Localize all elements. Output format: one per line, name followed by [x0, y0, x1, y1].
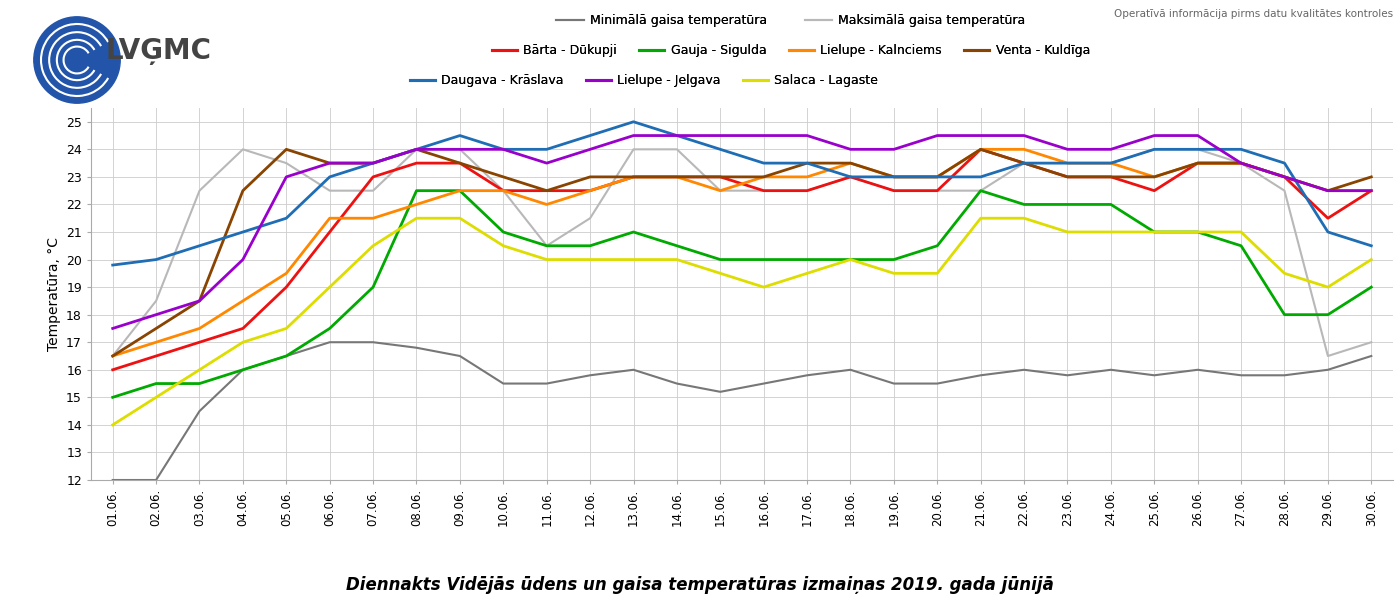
Legend: Daugava - Krāslava, Lielupe - Jelgava, Salaca - Lagaste: Daugava - Krāslava, Lielupe - Jelgava, S… [405, 69, 883, 92]
Text: Operatīvā informācija pirms datu kvalitātes kontroles: Operatīvā informācija pirms datu kvalitā… [1114, 9, 1393, 19]
Y-axis label: Temperatūra, °C: Temperatūra, °C [46, 237, 60, 351]
Legend: Bārta - Dūkupji, Gauja - Sigulda, Lielupe - Kalnciems, Venta - Kuldīga: Bārta - Dūkupji, Gauja - Sigulda, Lielup… [487, 39, 1095, 62]
Text: Diennakts Vidējās ūdens un gaisa temperatūras izmaiņas 2019. gada jūnijā: Diennakts Vidējās ūdens un gaisa tempera… [346, 576, 1054, 594]
Text: LVĢMC: LVĢMC [105, 37, 211, 65]
Circle shape [34, 17, 120, 103]
Legend: Minimālā gaisa temperatūra, Maksimālā gaisa temperatūra: Minimālā gaisa temperatūra, Maksimālā ga… [552, 9, 1030, 32]
